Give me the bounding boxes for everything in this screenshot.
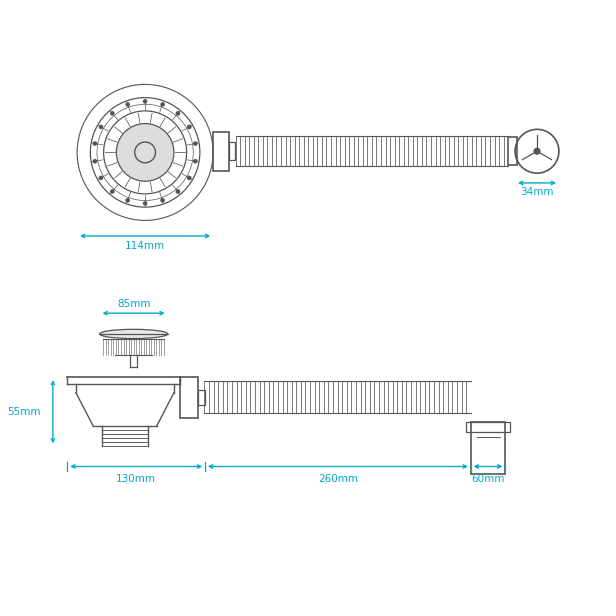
Text: 114mm: 114mm [125, 241, 165, 251]
Circle shape [143, 99, 147, 103]
Circle shape [176, 111, 180, 116]
Bar [471, 422, 505, 474]
Bar [198, 390, 205, 405]
Circle shape [126, 198, 130, 203]
Circle shape [116, 124, 174, 181]
Circle shape [534, 148, 540, 154]
Bar [466, 422, 510, 432]
Bar [213, 132, 229, 171]
Circle shape [143, 201, 147, 206]
Text: 85mm: 85mm [117, 299, 150, 309]
Circle shape [110, 189, 115, 194]
Circle shape [187, 176, 192, 180]
Text: 260mm: 260mm [318, 474, 358, 484]
Circle shape [160, 198, 165, 203]
Text: 130mm: 130mm [116, 474, 156, 484]
Text: 60mm: 60mm [471, 474, 505, 484]
Circle shape [187, 124, 192, 129]
Circle shape [176, 189, 180, 194]
Ellipse shape [100, 330, 168, 339]
Circle shape [160, 102, 165, 107]
Circle shape [110, 111, 115, 116]
Bar [180, 377, 198, 418]
Circle shape [99, 176, 103, 180]
Circle shape [92, 141, 97, 146]
Circle shape [193, 141, 198, 146]
Text: 34mm: 34mm [521, 187, 554, 197]
Circle shape [99, 124, 103, 129]
Bar [508, 137, 517, 165]
Circle shape [126, 102, 130, 107]
Bar [229, 142, 235, 160]
Circle shape [193, 159, 198, 164]
Circle shape [92, 159, 97, 164]
Text: 55mm: 55mm [7, 407, 40, 417]
